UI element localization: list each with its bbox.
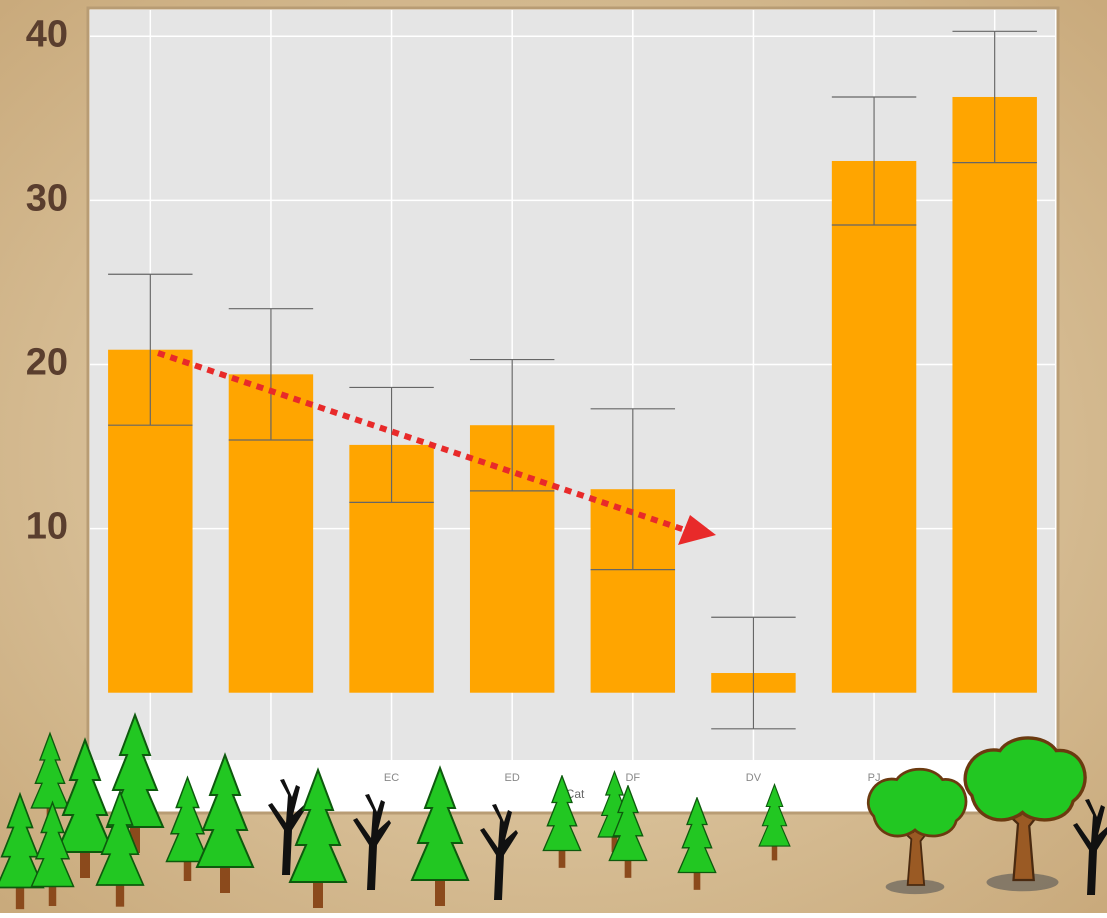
trend-arrow: [157, 350, 716, 545]
error-bar: [108, 273, 193, 426]
error-bar: [590, 408, 676, 571]
y-tick-label: 20: [26, 342, 68, 384]
plot: [90, 10, 1055, 760]
error-bar: [349, 386, 434, 503]
bar: [952, 96, 1037, 693]
x-tick-label: PJ: [868, 772, 881, 784]
x-tick-label: EC: [384, 772, 399, 784]
error-bar: [831, 96, 917, 226]
error-bar: [228, 308, 314, 441]
bar: [831, 160, 917, 693]
y-tick-label: 30: [26, 177, 68, 219]
y-tick-label: 40: [26, 13, 68, 55]
error-bar: [469, 358, 555, 492]
x-tick-label: ED: [505, 772, 520, 784]
error-bar: [952, 30, 1037, 164]
error-bar: [711, 616, 796, 730]
x-tick-label: DF: [625, 772, 640, 784]
x-tick-label: DV: [746, 772, 762, 784]
y-tick-label: 10: [26, 506, 68, 548]
